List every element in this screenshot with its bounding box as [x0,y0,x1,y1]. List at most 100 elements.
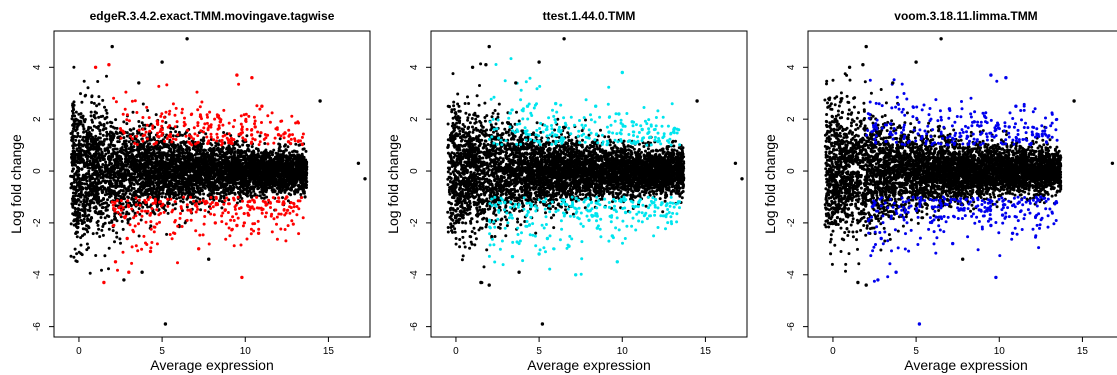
base-point [228,191,232,195]
base-point [196,196,200,200]
base-point [140,151,144,155]
base-point [108,145,112,149]
base-point [139,218,143,222]
base-point [109,155,113,159]
base-point [174,130,178,134]
base-point [203,160,207,164]
base-point [98,121,102,125]
base-point [86,146,89,150]
base-point [179,199,183,203]
base-point [232,146,235,150]
base-point [207,188,211,192]
base-point [169,173,173,176]
base-point [297,153,301,157]
base-point [163,177,167,181]
base-point [98,132,102,136]
base-point [186,151,190,155]
base-point [244,151,248,155]
base-point [224,187,228,191]
base-point [90,118,94,122]
base-point [89,114,93,118]
base-point [136,172,140,176]
base-point [110,219,114,223]
base-point [237,162,241,166]
base-point [155,190,159,193]
base-point [176,187,180,191]
base-point [164,121,168,124]
base-point [119,147,123,151]
base-point [124,145,128,149]
base-point [299,193,303,196]
base-point [242,192,246,195]
base-point [77,166,81,170]
base-point [199,208,203,212]
base-point [172,185,176,189]
base-point [193,189,197,193]
base-point [122,136,126,140]
base-point [184,160,188,164]
base-point [269,156,273,160]
base-point [103,116,107,120]
base-point [303,195,307,199]
base-point [166,190,170,194]
base-point [120,157,124,161]
base-point [246,144,250,148]
base-point [164,164,168,168]
base-point [210,143,214,147]
base-point [157,208,161,212]
base-point [79,236,83,240]
base-point [89,199,93,203]
base-point [113,240,116,244]
base-point [111,148,115,151]
base-point [92,206,96,210]
base-point [158,188,162,192]
base-point [245,134,249,138]
base-point [104,152,108,156]
base-point [226,189,230,193]
base-point [244,193,248,197]
base-point [105,137,109,141]
base-point [186,181,189,185]
base-point [91,232,95,236]
base-point [115,147,119,151]
base-point [171,127,175,131]
base-point [294,177,298,181]
base-point [159,174,163,178]
base-point [202,153,206,156]
base-point [165,183,169,187]
base-point [266,179,270,183]
base-point [105,164,109,168]
base-point [265,195,269,199]
base-point [100,202,104,206]
base-point [244,159,248,163]
base-point [283,190,287,194]
base-point [99,181,103,185]
base-point [177,130,181,134]
base-point [181,152,184,156]
base-point [192,179,196,183]
base-point [120,173,124,177]
base-point [279,178,283,182]
base-point [286,199,290,203]
panel-1: edgeR.3.4.2.exact.TMM.movingave.tagwise0… [8,9,371,373]
base-point [189,200,192,204]
base-point [236,190,240,194]
base-point [95,125,98,129]
base-point [235,201,239,205]
base-point [278,190,281,194]
base-point [248,180,252,183]
base-point [135,190,139,194]
base-point [284,162,288,166]
base-point [125,210,129,214]
base-point [147,189,151,193]
base-point [69,254,73,258]
base-point [158,148,162,152]
base-point [114,179,118,183]
base-point [246,147,250,151]
base-point [145,145,149,149]
base-point [85,248,89,252]
points-layer [69,37,367,326]
base-point [238,145,242,149]
base-point [251,151,255,155]
base-point [282,168,286,172]
